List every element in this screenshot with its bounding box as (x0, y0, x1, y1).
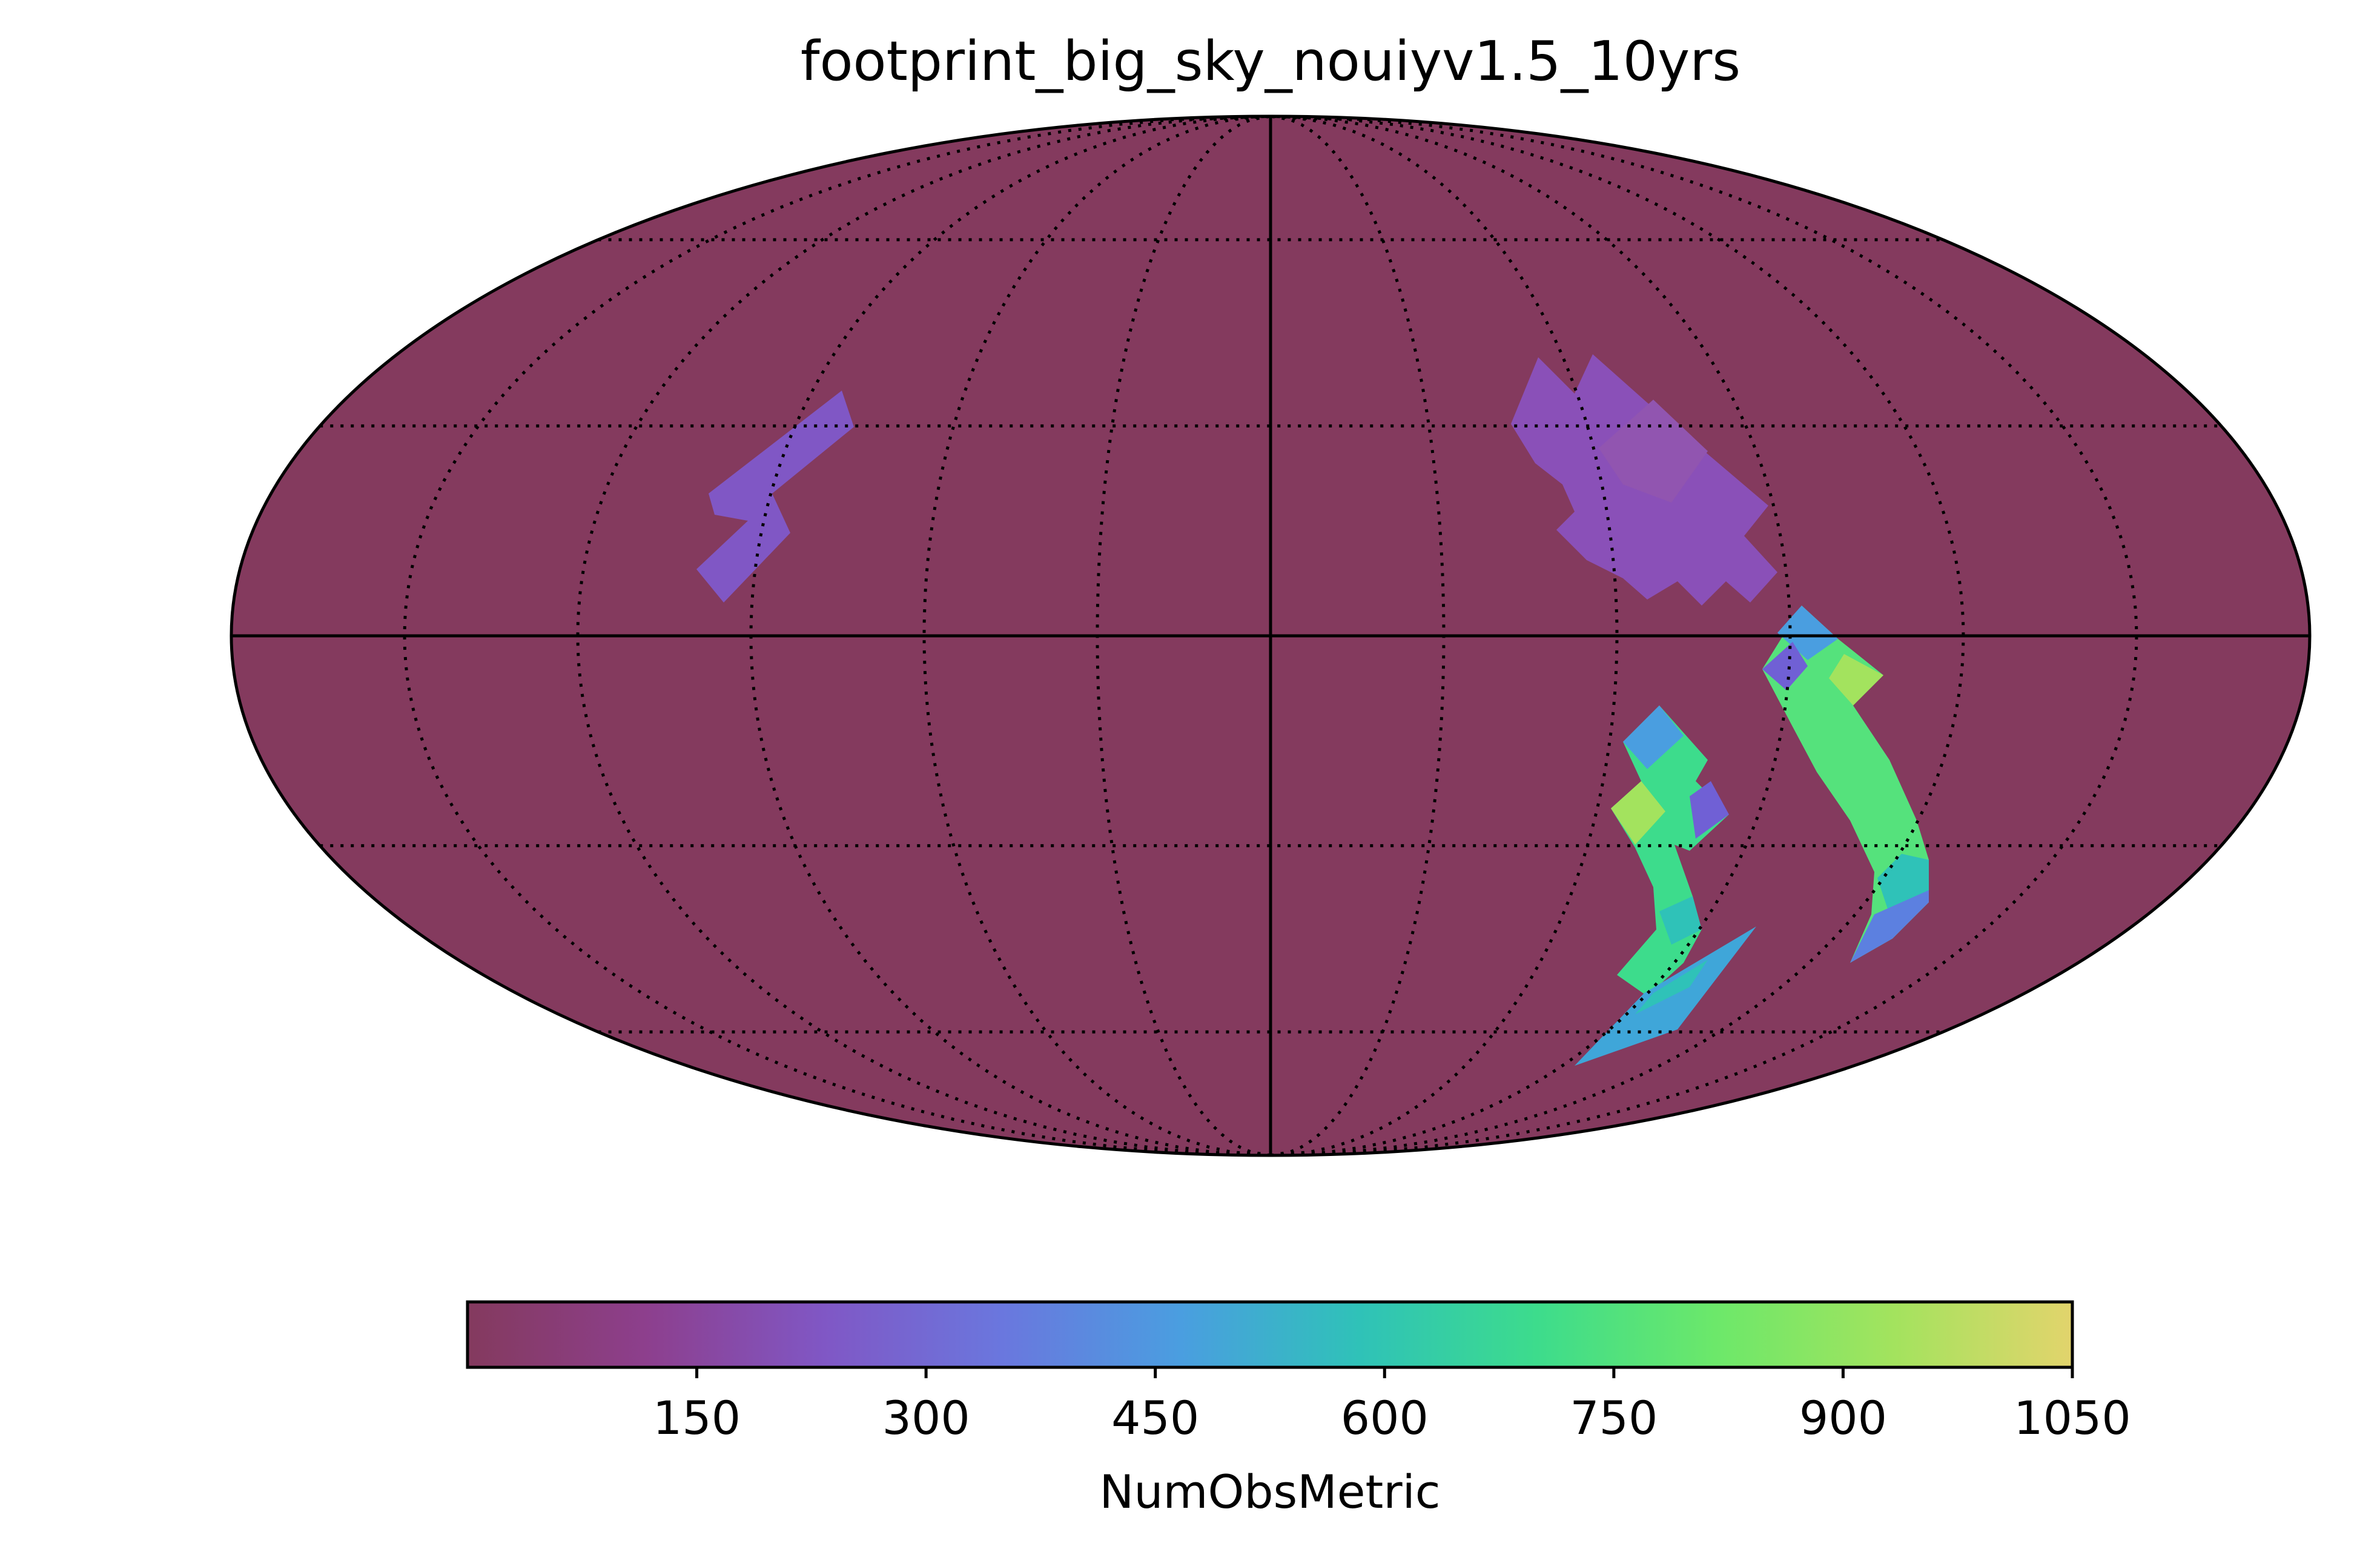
meridian-line (403, 116, 1271, 1155)
meridian-line (1270, 116, 1965, 1155)
colorbar-tick-label: 150 (653, 1391, 741, 1445)
colorbar-tick-label: 300 (882, 1391, 970, 1445)
region-northwest-patch (696, 391, 854, 603)
region-southeast-inner-tile-b (1611, 781, 1665, 845)
region-southeast-inner-tile-c (1690, 781, 1729, 839)
colorbar-tick-label: 450 (1111, 1391, 1199, 1445)
colorbar-tick-label: 1050 (2014, 1391, 2130, 1445)
colorbar-ticks: 150 300 450 600 750 900 1050 (653, 1367, 2131, 1445)
colorbar-label: NumObsMetric (1100, 1465, 1441, 1519)
sky-map (230, 114, 2312, 1157)
region-southeast-inner-tile-d (1659, 896, 1702, 945)
sky-outline (230, 114, 2312, 1157)
region-southeast-outer-tile-c (1829, 654, 1883, 705)
meridian-line (576, 116, 1271, 1155)
meridian-line (1270, 116, 2138, 1155)
colorbar-tick-label: 600 (1341, 1391, 1429, 1445)
colorbar: 150 300 450 600 750 900 1050 NumObsMetric (466, 1300, 2131, 1519)
region-southeast-outer-tile-b (1762, 642, 1808, 690)
colorbar-bar (466, 1300, 2074, 1369)
chart-title: footprint_big_sky_nouiyv1.5_10yrs (801, 30, 1740, 93)
region-southeast-outer-tile-e (1850, 890, 1929, 963)
region-southeast-inner-tile-a (1623, 705, 1684, 769)
colorbar-tick-label: 750 (1570, 1391, 1658, 1445)
region-southeast-tail-tile (1635, 960, 1708, 1014)
colorbar-tick-label: 900 (1799, 1391, 1887, 1445)
footprint-regions (696, 354, 1929, 1066)
